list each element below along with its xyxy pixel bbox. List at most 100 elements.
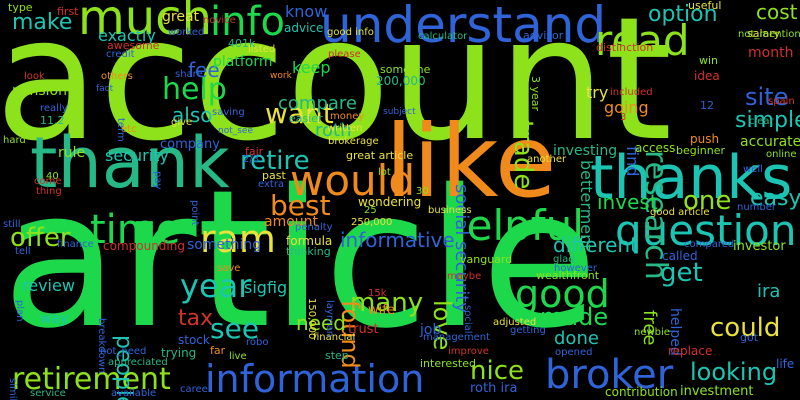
cloud-word-clear: clear bbox=[749, 116, 774, 127]
cloud-word-going: going bbox=[604, 98, 649, 117]
cloud-word-roth-ira: roth ira bbox=[470, 381, 518, 396]
cloud-word-still: still bbox=[3, 219, 21, 230]
cloud-word-written: written bbox=[327, 123, 363, 134]
cloud-word-saving: saving bbox=[212, 107, 245, 118]
cloud-word-retirement: retirement bbox=[12, 362, 171, 397]
cloud-word-great: great bbox=[162, 9, 200, 25]
cloud-word-another: another bbox=[527, 154, 567, 165]
cloud-word-keep: keep bbox=[292, 58, 331, 77]
cloud-word-read: read bbox=[595, 16, 690, 65]
cloud-word-rule: rule bbox=[58, 145, 86, 161]
cloud-word-job: job bbox=[420, 322, 442, 338]
cloud-word-would: would bbox=[290, 156, 415, 205]
cloud-word-social-security: social security bbox=[451, 184, 472, 313]
cloud-word-3: 3 bbox=[620, 112, 627, 123]
cloud-word-subject: subject bbox=[383, 107, 416, 117]
cloud-word-really: really bbox=[40, 103, 68, 114]
cloud-word-amount: amount bbox=[264, 214, 319, 230]
cloud-word-please: please bbox=[328, 49, 361, 60]
cloud-word-fee: fee bbox=[188, 58, 220, 82]
cloud-word-breakdown: breakdown bbox=[96, 318, 107, 374]
cloud-word-number: number bbox=[737, 202, 777, 213]
cloud-word-worked: worked bbox=[168, 27, 205, 38]
cloud-word-step: step bbox=[325, 349, 349, 362]
cloud-word-similar: similar bbox=[7, 378, 18, 400]
cloud-word-good-article: good article bbox=[650, 207, 710, 218]
cloud-word-great-article: great article bbox=[346, 149, 414, 162]
cloud-word-could: could bbox=[710, 313, 781, 343]
cloud-word-vanguard: vanguard bbox=[460, 253, 513, 266]
cloud-word-money: money bbox=[330, 111, 365, 122]
cloud-word-business: business bbox=[428, 205, 472, 216]
cloud-word-getting: getting bbox=[510, 325, 546, 336]
cloud-word-3-year: 3 year bbox=[529, 76, 542, 112]
cloud-word-compared: compared bbox=[684, 239, 735, 250]
cloud-word-investment: investment bbox=[680, 384, 754, 399]
cloud-word-roth: roth bbox=[315, 120, 352, 141]
cloud-word-article: article bbox=[2, 149, 598, 370]
cloud-word-called: called bbox=[662, 249, 698, 263]
cloud-word-150000: 150,000 bbox=[306, 298, 317, 340]
cloud-word-robo: robo bbox=[246, 337, 269, 348]
cloud-word-simple: simple bbox=[735, 108, 800, 133]
cloud-word-information: information bbox=[205, 357, 425, 400]
cloud-word-glad: glad bbox=[553, 254, 575, 265]
cloud-word-financial: financial bbox=[313, 332, 356, 343]
cloud-word-stock: stock bbox=[178, 333, 210, 347]
cloud-word-someone: someone bbox=[380, 63, 431, 76]
cloud-word-term: term bbox=[115, 118, 126, 142]
cloud-word-available: available bbox=[111, 388, 157, 399]
cloud-word-make: make bbox=[12, 10, 73, 35]
cloud-word-advice: advice bbox=[284, 21, 324, 35]
cloud-word-listed: listed bbox=[248, 44, 276, 55]
cloud-word-not-mention: not_mention bbox=[738, 29, 800, 40]
cloud-word-awesome: awesome bbox=[107, 39, 160, 52]
cloud-word-push: push bbox=[690, 132, 720, 146]
cloud-word-finance: finance bbox=[57, 239, 94, 250]
cloud-word-time: time bbox=[90, 207, 181, 253]
cloud-word-best: best bbox=[270, 189, 331, 222]
cloud-word-ram: ram bbox=[200, 217, 276, 261]
cloud-word-got: got bbox=[740, 331, 759, 344]
cloud-word-appreciated: appreciated bbox=[108, 357, 168, 368]
cloud-word-easy: easy bbox=[750, 186, 800, 211]
cloud-word-wealthfront: wealthfront bbox=[536, 269, 600, 282]
cloud-word-different: different bbox=[553, 233, 638, 257]
cloud-word-site: site bbox=[745, 83, 789, 111]
cloud-word-credit: credit bbox=[106, 49, 135, 60]
cloud-word-management: management bbox=[423, 332, 490, 343]
cloud-word-done: done bbox=[554, 328, 599, 349]
cloud-word-platform: platform bbox=[213, 54, 273, 70]
cloud-word-offer: offer bbox=[10, 223, 71, 253]
cloud-word-15k: 15k bbox=[368, 288, 387, 299]
cloud-word-much: much bbox=[78, 0, 212, 46]
cloud-word-plan: plan bbox=[14, 300, 25, 322]
cloud-word-40: 40 bbox=[46, 171, 59, 182]
cloud-word-need: need bbox=[296, 311, 346, 335]
cloud-word-thinking: thinking bbox=[286, 245, 331, 258]
cloud-word-betterment: betterment bbox=[577, 160, 596, 251]
cloud-word-point: point bbox=[189, 200, 200, 226]
cloud-word-sigfig: sigfig bbox=[244, 278, 288, 297]
cloud-word-far: far bbox=[210, 344, 226, 357]
cloud-word-salary: salary bbox=[747, 27, 781, 40]
cloud-word-lot: lot bbox=[378, 167, 391, 178]
cloud-word-12: 12 bbox=[700, 99, 714, 112]
cloud-word-helpful: helpful bbox=[440, 201, 584, 250]
cloud-word-simple2: exactly bbox=[98, 26, 156, 45]
cloud-word-etc: etc bbox=[121, 124, 137, 135]
cloud-word-idea: idea bbox=[694, 69, 720, 83]
cloud-word-way: way bbox=[40, 311, 69, 327]
cloud-word-first: first bbox=[57, 5, 79, 18]
cloud-word-help: help bbox=[162, 72, 227, 107]
cloud-word-one: one bbox=[683, 186, 732, 216]
cloud-word-online: online bbox=[766, 149, 797, 160]
cloud-word-understand: understand bbox=[320, 0, 607, 54]
cloud-word-security: security bbox=[105, 146, 169, 165]
cloud-word-formula: formula bbox=[286, 234, 333, 248]
cloud-word-opened: opened bbox=[555, 347, 593, 358]
cloud-word-trying: trying bbox=[161, 346, 197, 360]
cloud-word-live: live bbox=[229, 351, 247, 362]
cloud-word-investor: investor bbox=[733, 239, 786, 254]
cloud-word-compare: compare bbox=[278, 93, 357, 114]
